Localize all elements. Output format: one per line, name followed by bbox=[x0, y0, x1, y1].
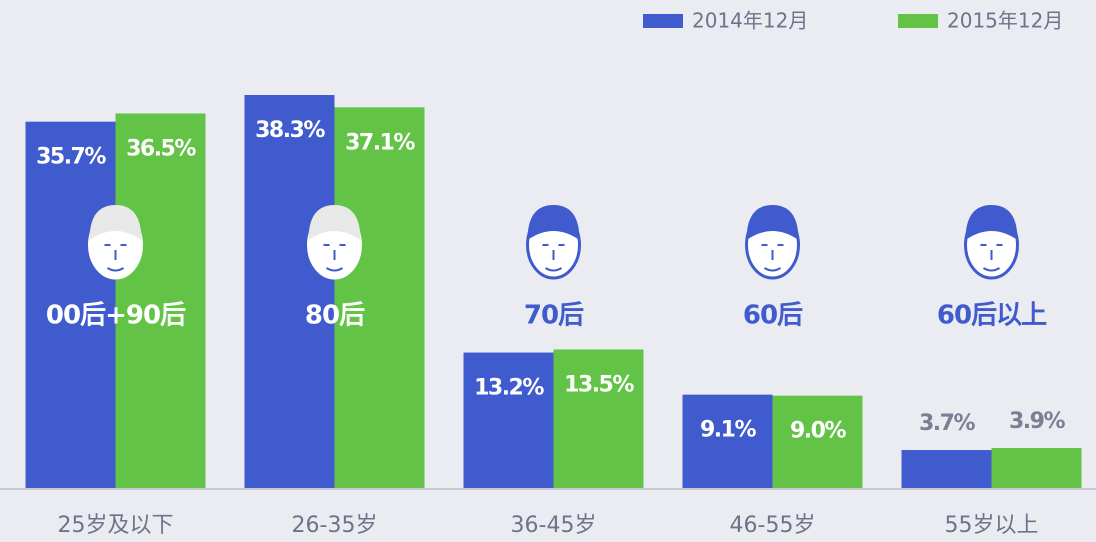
value-label: 9.0% bbox=[790, 419, 846, 444]
value-label: 3.7% bbox=[919, 411, 975, 436]
x-tick-label: 55岁以上 bbox=[945, 513, 1039, 538]
bar bbox=[335, 107, 425, 488]
generation-label: 80后 bbox=[305, 301, 365, 331]
value-label: 36.5% bbox=[126, 136, 196, 161]
value-label: 37.1% bbox=[345, 130, 415, 155]
bar bbox=[992, 448, 1082, 488]
value-label: 13.2% bbox=[474, 376, 544, 401]
legend-label: 2015年12月 bbox=[947, 9, 1063, 33]
generation-label: 60后以上 bbox=[937, 301, 1047, 331]
bar bbox=[554, 349, 644, 488]
bar bbox=[245, 95, 335, 488]
bar bbox=[464, 353, 554, 488]
x-tick-label: 25岁及以下 bbox=[58, 513, 174, 538]
legend-swatch bbox=[643, 14, 683, 28]
generation-label: 60后 bbox=[743, 301, 803, 331]
chart: 2014年12月 2015年12月 35.7% 36.5% 25岁及以下 00后+90后 3… bbox=[0, 0, 1096, 542]
value-label: 35.7% bbox=[36, 145, 106, 170]
value-label: 3.9% bbox=[1009, 409, 1065, 434]
value-label: 13.5% bbox=[564, 372, 634, 397]
generation-label: 00后+90后 bbox=[46, 301, 186, 331]
bar bbox=[902, 450, 992, 488]
generation-label: 70后 bbox=[524, 301, 584, 331]
face-icon bbox=[528, 205, 580, 278]
x-tick-label: 46-55岁 bbox=[730, 513, 816, 538]
face-icon bbox=[309, 205, 361, 278]
legend-label: 2014年12月 bbox=[692, 9, 808, 33]
face-icon bbox=[90, 205, 142, 278]
value-label: 9.1% bbox=[700, 418, 756, 443]
x-tick-label: 26-35岁 bbox=[292, 513, 378, 538]
x-tick-label: 36-45岁 bbox=[511, 513, 597, 538]
value-label: 38.3% bbox=[255, 118, 325, 143]
face-icon bbox=[747, 205, 799, 278]
face-icon bbox=[966, 205, 1018, 278]
legend-swatch bbox=[898, 14, 938, 28]
